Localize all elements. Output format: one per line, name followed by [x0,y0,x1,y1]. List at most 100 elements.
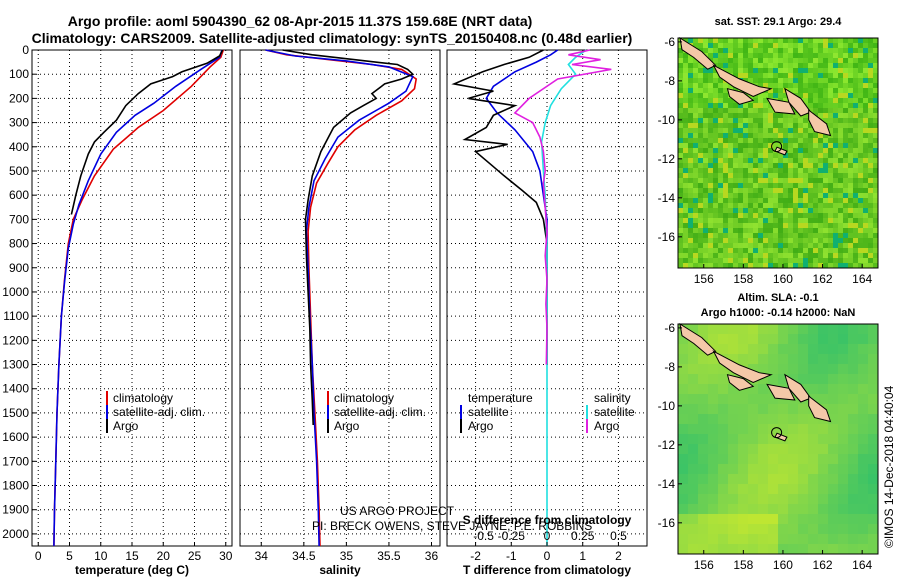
map-cell [868,514,879,525]
map-x-tick-label: 158 [733,558,753,572]
map-cell [843,113,849,119]
map-cell [858,118,864,124]
map-cell [868,504,879,515]
map-cell [693,103,699,109]
map-cell [788,414,799,425]
y-tick-label: 100 [9,67,29,81]
map-cell [848,474,859,485]
map-cell [718,193,724,199]
map-cell [843,173,849,179]
map-cell [718,173,724,179]
map-cell [718,183,724,189]
map-cell [848,128,854,134]
map-cell [723,263,729,269]
map-cell [808,108,814,114]
map-cell [693,38,699,44]
map-cell [828,484,839,495]
map-cell [728,444,739,455]
map-cell [828,248,834,254]
map-cell [783,243,789,249]
map-cell [838,73,844,79]
map-cell [783,233,789,239]
map-cell [843,53,849,59]
map-cell [818,484,829,495]
map-cell [728,474,739,485]
map-cell [703,153,709,159]
map-cell [818,324,829,335]
map-cell [823,193,829,199]
map-cell [838,203,844,209]
map-cell [838,123,844,129]
map-cell [813,73,819,79]
map-cell [703,253,709,259]
island-landmass [808,109,832,137]
map-cell [773,188,779,194]
map-cell [718,98,724,104]
map-cell [848,193,854,199]
map-cell [838,364,849,375]
map-cell [688,133,694,139]
map-cell [683,88,689,94]
legend-label-t-argo: Argo [468,419,494,433]
map-cell [698,233,704,239]
map-cell [708,143,714,149]
map-cell [728,68,734,74]
map-cell [708,178,714,184]
map-cell [788,38,794,44]
map-cell [853,168,859,174]
map-cell [678,258,684,264]
legend-label-satellite: satellite-adj. clim. [113,405,205,419]
map-cell [708,494,719,505]
map-cell [793,158,799,164]
sla-map-panel: Altim. SLA: -0.1 Argo h1000: -0.14 h2000… [658,292,879,572]
map-cell [788,454,799,465]
map-cell [693,243,699,249]
map-cell [788,444,799,455]
map-cell [848,514,859,525]
map-cell [763,203,769,209]
map-cell [798,248,804,254]
map-cell [848,68,854,74]
map-cell [838,344,849,355]
map-cell [798,218,804,224]
y-tick-label: 500 [9,164,29,178]
map-cell [738,334,749,345]
map-cell [708,53,714,59]
map-cell [818,253,824,259]
map-cell [838,434,849,445]
map-cell [728,324,739,335]
map-cell [833,68,839,74]
map-cell [788,324,799,335]
map-cell [768,158,774,164]
map-cell [853,188,859,194]
map-cell [688,248,694,254]
map-cell [718,158,724,164]
map-cell [823,168,829,174]
map-cell [708,524,719,535]
map-cell [688,188,694,194]
map-cell [768,414,779,425]
map-cell [723,123,729,129]
map-cell [808,98,814,104]
map-cell [738,474,749,485]
temperature-xlabel: temperature (deg C) [75,563,189,577]
map-cell [843,223,849,229]
map-cell [758,178,764,184]
map-cell [758,163,764,169]
map-cell [688,404,699,415]
map-cell [728,253,734,259]
map-cell [818,108,824,114]
map-cell [863,143,869,149]
map-cell [703,248,709,254]
map-cell [873,213,879,219]
map-cell [783,133,789,139]
map-cell [733,223,739,229]
map-cell [848,213,854,219]
map-cell [778,474,789,485]
sla-map-title-line-1: Altim. SLA: -0.1 [737,292,818,304]
map-cell [758,203,764,209]
map-cell [728,108,734,114]
map-x-tick-label: 162 [813,558,833,572]
map-cell [793,128,799,134]
map-cell [868,434,879,445]
